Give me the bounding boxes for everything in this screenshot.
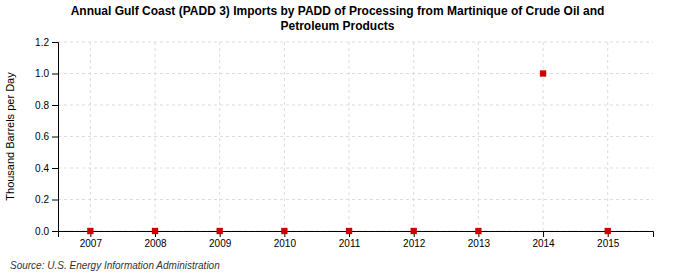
tick-label: 2011 [339,238,361,249]
point [346,228,352,234]
tick-label: 2013 [468,238,491,249]
grid-line [58,73,653,74]
grid-line [90,42,91,231]
y-tick: 0.0 [35,226,58,237]
source: Source: U.S. Energy Information Administ… [10,260,220,271]
point [475,228,481,234]
grid-line [58,168,653,169]
tick-label: 0.4 [35,163,49,174]
point [87,228,93,234]
grid-line [413,42,414,231]
chart: Annual Gulf Coast (PADD 3) Imports by PA… [0,0,675,275]
point [540,70,546,76]
tick-label: 2008 [144,238,167,249]
tick-mark [52,105,58,106]
point [605,228,611,234]
title-line: Petroleum Products [280,19,394,33]
grid-line [58,136,653,137]
tick-mark [543,231,544,237]
tick-mark [52,42,58,43]
axis-line [52,43,59,232]
tick-label: 0.6 [35,131,49,142]
y-tick: 0.2 [35,194,58,205]
x-axis: 2007 2008 2009 2010 2011 2012 2013 2014 2015 [59,231,654,249]
y-tick: 0.6 [35,131,58,142]
tick-mark [52,200,58,201]
point [217,228,223,234]
x-tick: 2014 [532,231,555,249]
tick-mark [52,137,58,138]
grid-line [478,42,479,231]
point [152,228,158,234]
tick-label: 2015 [597,238,620,249]
grid-line [58,42,653,43]
tick-label: 0.2 [35,194,49,205]
tick-label: 2007 [80,238,103,249]
tick-label: 2010 [274,238,297,249]
grid-line [349,42,350,231]
tick-label: 0.8 [35,100,49,111]
point [411,228,417,234]
point [281,228,287,234]
y-tick: 1.2 [35,37,58,48]
tick-label: 2009 [209,238,232,249]
tick-label: 1.2 [35,37,49,48]
y-tick: 0.8 [35,100,58,111]
points [87,70,611,234]
y-label: Thousand Barrels per Day [4,72,16,201]
y-axis: 0.0 0.2 0.4 0.6 0.8 1.0 1.2 [35,37,58,237]
y-tick: 1.0 [35,68,58,79]
y-tick: 0.4 [35,163,58,174]
tick-mark [52,231,58,232]
tick-label: 2012 [403,238,426,249]
grid-line [284,42,285,231]
tick-label: 2014 [532,238,555,249]
tick-label: 0.0 [35,226,49,237]
tick-mark [52,168,58,169]
grid-line [607,42,608,231]
tick-mark [52,74,58,75]
grid-line [155,42,156,231]
plot: 2007200820092010201120122013201420150.00… [35,37,653,249]
title-line: Annual Gulf Coast (PADD 3) Imports by PA… [71,4,605,18]
grid-line [58,105,653,106]
grid [58,42,653,231]
tick-label: 1.0 [35,68,49,79]
grid-line [58,199,653,200]
grid-line [219,42,220,231]
axis-line [59,232,654,238]
title: Annual Gulf Coast (PADD 3) Imports by PA… [71,4,605,33]
